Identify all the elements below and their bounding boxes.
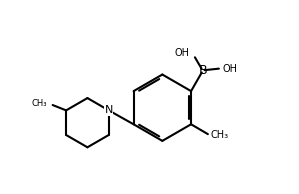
Text: CH₃: CH₃ bbox=[31, 99, 47, 108]
Text: N: N bbox=[105, 105, 113, 115]
Text: OH: OH bbox=[175, 48, 190, 58]
Text: B: B bbox=[199, 64, 207, 77]
Text: OH: OH bbox=[222, 64, 237, 74]
Text: CH₃: CH₃ bbox=[211, 130, 229, 140]
